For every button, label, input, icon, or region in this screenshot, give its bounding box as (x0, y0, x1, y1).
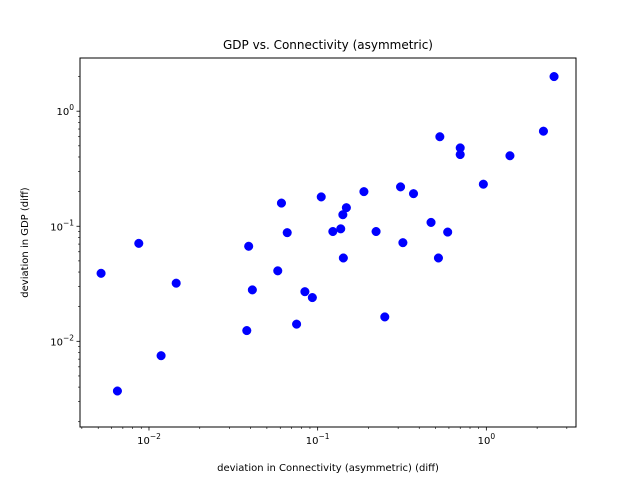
data-point (408, 189, 419, 199)
x-tick-label: 10−1 (306, 432, 330, 447)
data-point (292, 319, 302, 329)
data-point (300, 287, 310, 297)
data-point (549, 72, 559, 82)
data-point (380, 312, 390, 322)
data-point (341, 203, 351, 213)
data-point (134, 238, 144, 248)
x-tick-label: 10−2 (137, 432, 161, 447)
y-axis-label: deviation in GDP (diff) (20, 187, 31, 298)
data-point (336, 224, 346, 234)
data-point (244, 241, 254, 251)
data-point (359, 187, 369, 197)
data-point (398, 238, 408, 248)
data-point (96, 268, 106, 278)
data-point (171, 278, 181, 288)
x-axis-label: deviation in Connectivity (asymmetric) (… (217, 463, 439, 474)
y-tick-label: 100 (56, 103, 74, 118)
data-point (371, 226, 381, 237)
data-point (316, 192, 326, 202)
data-point (433, 253, 443, 263)
x-tick-label: 100 (478, 432, 496, 447)
data-point (396, 182, 406, 192)
data-point (538, 126, 548, 136)
data-point (282, 228, 292, 238)
data-point (338, 253, 348, 263)
data-point (242, 326, 252, 336)
data-point (426, 217, 436, 227)
data-point (328, 226, 338, 237)
y-tick-label: 10−2 (50, 333, 74, 348)
data-point (273, 266, 283, 276)
data-point (455, 150, 465, 160)
data-point (435, 132, 445, 142)
data-point (247, 285, 257, 295)
plot-frame (79, 57, 577, 428)
data-point (276, 198, 287, 208)
data-point (505, 151, 515, 161)
data-point (156, 351, 166, 361)
chart-title: GDP vs. Connectivity (asymmetric) (223, 38, 433, 52)
y-tick-label: 10−1 (50, 218, 74, 233)
data-point (112, 386, 122, 396)
data-point (478, 179, 488, 189)
points-layer (96, 72, 559, 396)
y-axis-ticks: 10−2 10−1 100 (50, 76, 80, 423)
data-point (443, 227, 453, 237)
data-point (307, 293, 317, 303)
